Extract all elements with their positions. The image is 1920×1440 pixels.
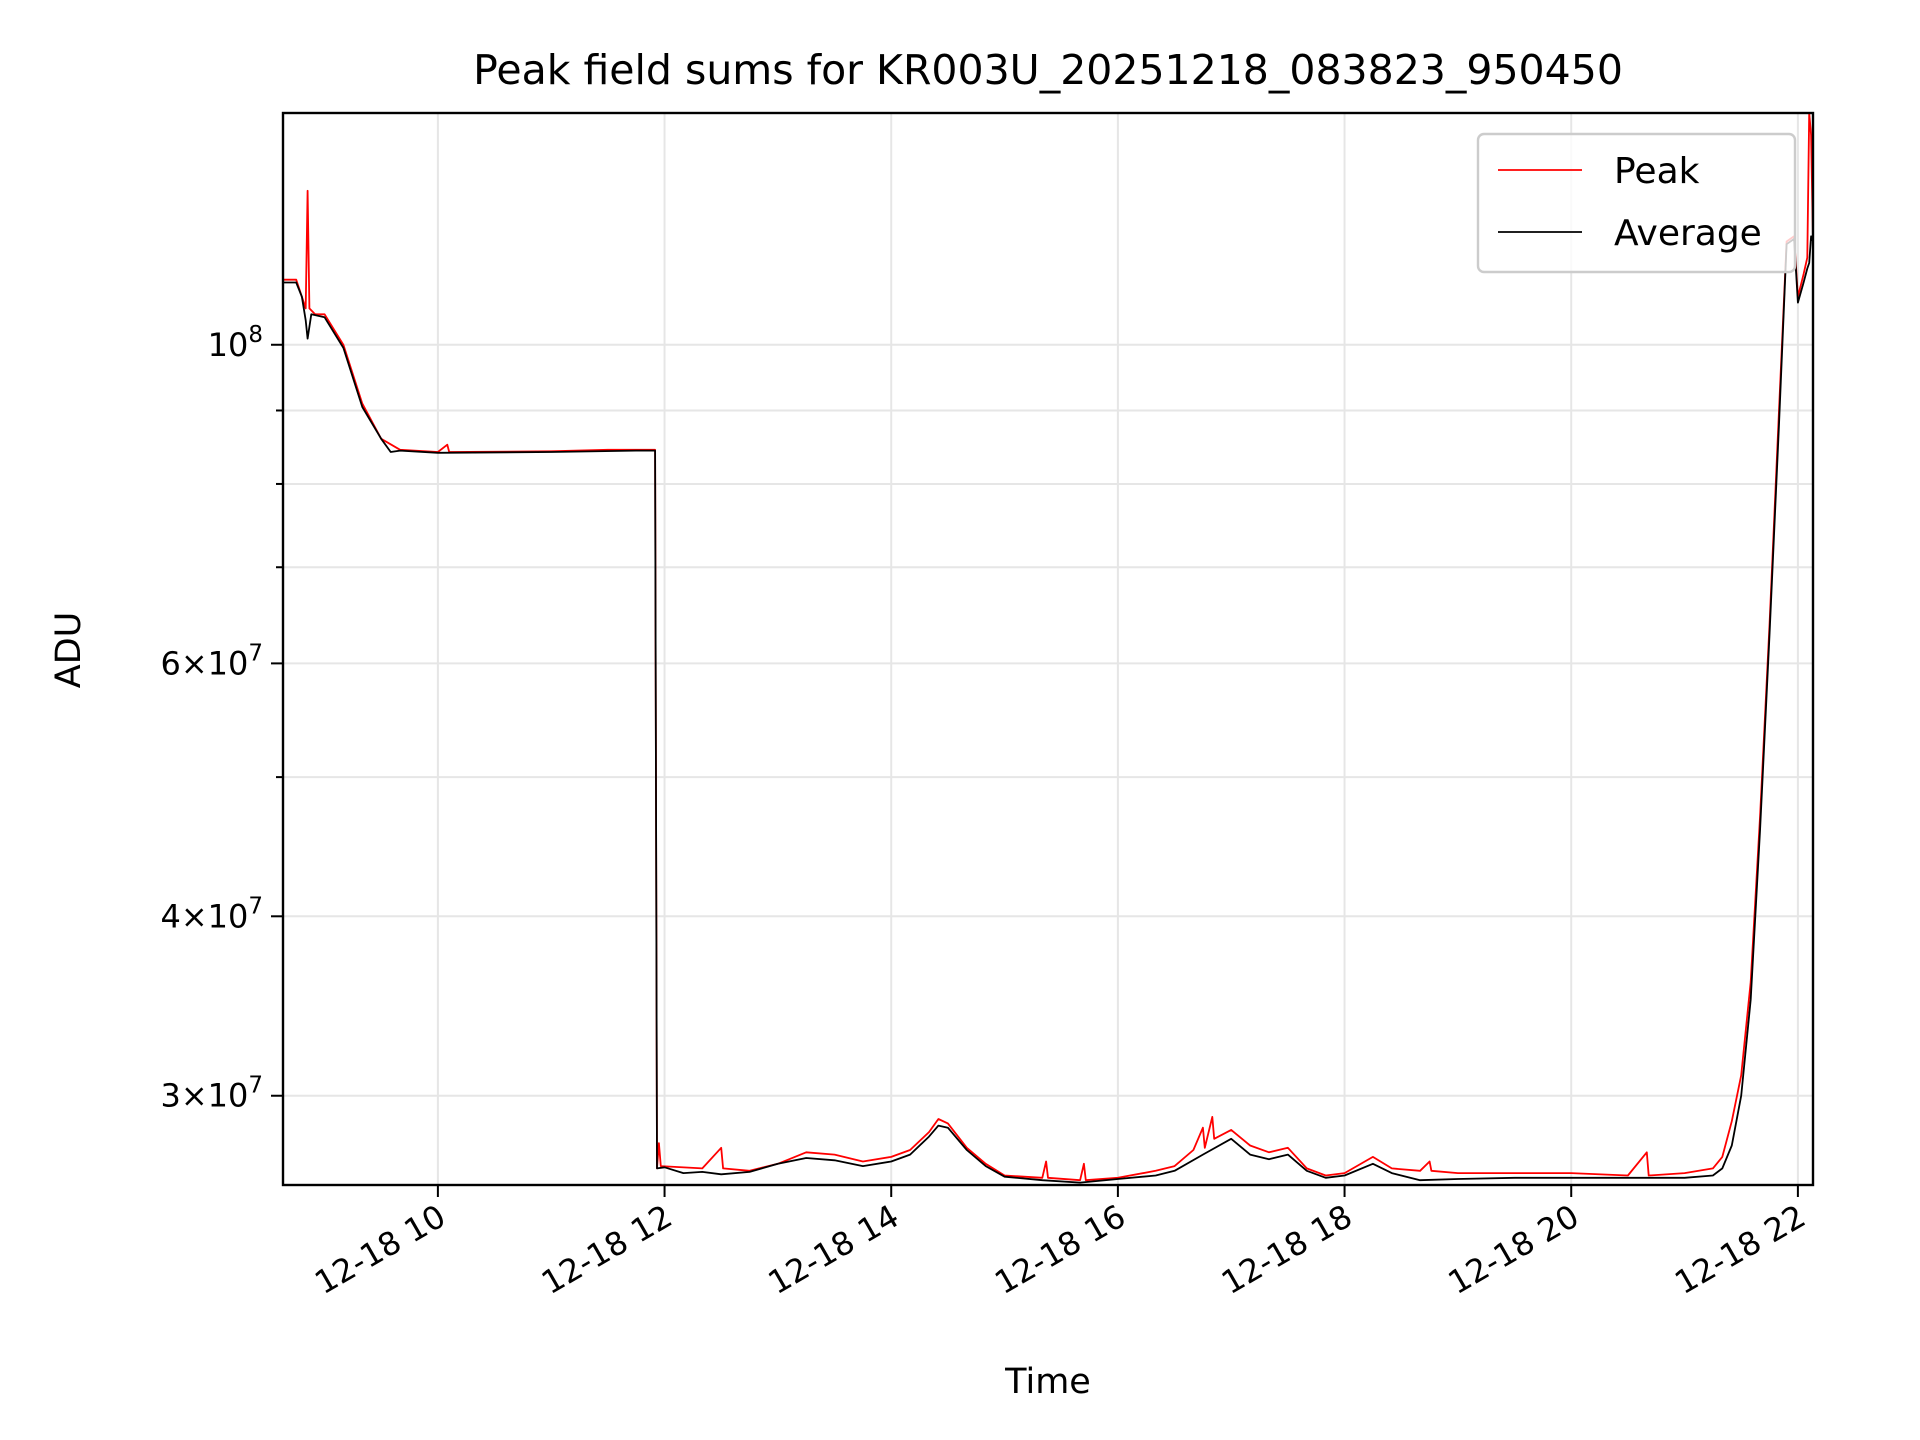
y-tick-label-exponent: 7 — [248, 1073, 263, 1099]
legend: Peak Average — [1476, 132, 1797, 274]
y-tick-label-times: × — [181, 1077, 208, 1115]
legend-label-average: Average — [1614, 213, 1762, 254]
chart-title: Peak field sums for KR003U_20251218_0838… — [473, 46, 1623, 94]
y-tick-label-ten: 10 — [208, 644, 249, 682]
y-tick-label: 3×107 — [160, 1073, 263, 1115]
y-tick-label-exponent: 7 — [248, 893, 263, 919]
y-tick-label-times: × — [181, 897, 208, 935]
series-line-average — [283, 235, 1814, 1184]
legend-box — [1476, 132, 1797, 274]
y-tick-label-ten: 10 — [208, 897, 249, 935]
x-axis-label: Time — [1004, 1362, 1091, 1402]
y-tick-label: 4×107 — [160, 893, 263, 935]
plot-frame — [281, 111, 1815, 1187]
y-tick-label-exponent: 8 — [248, 322, 263, 348]
y-tick-label-base: 4 — [160, 897, 180, 935]
y-tick-label-ten: 10 — [208, 1077, 249, 1115]
plot-area — [283, 112, 1814, 1184]
y-tick-label-ten: 10 — [208, 326, 249, 364]
y-tick-label: 108 — [208, 322, 263, 364]
y-tick-label: 6×107 — [160, 640, 263, 682]
legend-label-peak: Peak — [1614, 151, 1700, 192]
y-tick-label-base: 6 — [160, 644, 180, 682]
y-axis-label: ADU — [49, 612, 89, 689]
y-tick-label-exponent: 7 — [248, 640, 263, 666]
grid — [283, 113, 1813, 1185]
y-tick-label-base: 3 — [160, 1077, 180, 1115]
y-tick-label-times: × — [181, 644, 208, 682]
